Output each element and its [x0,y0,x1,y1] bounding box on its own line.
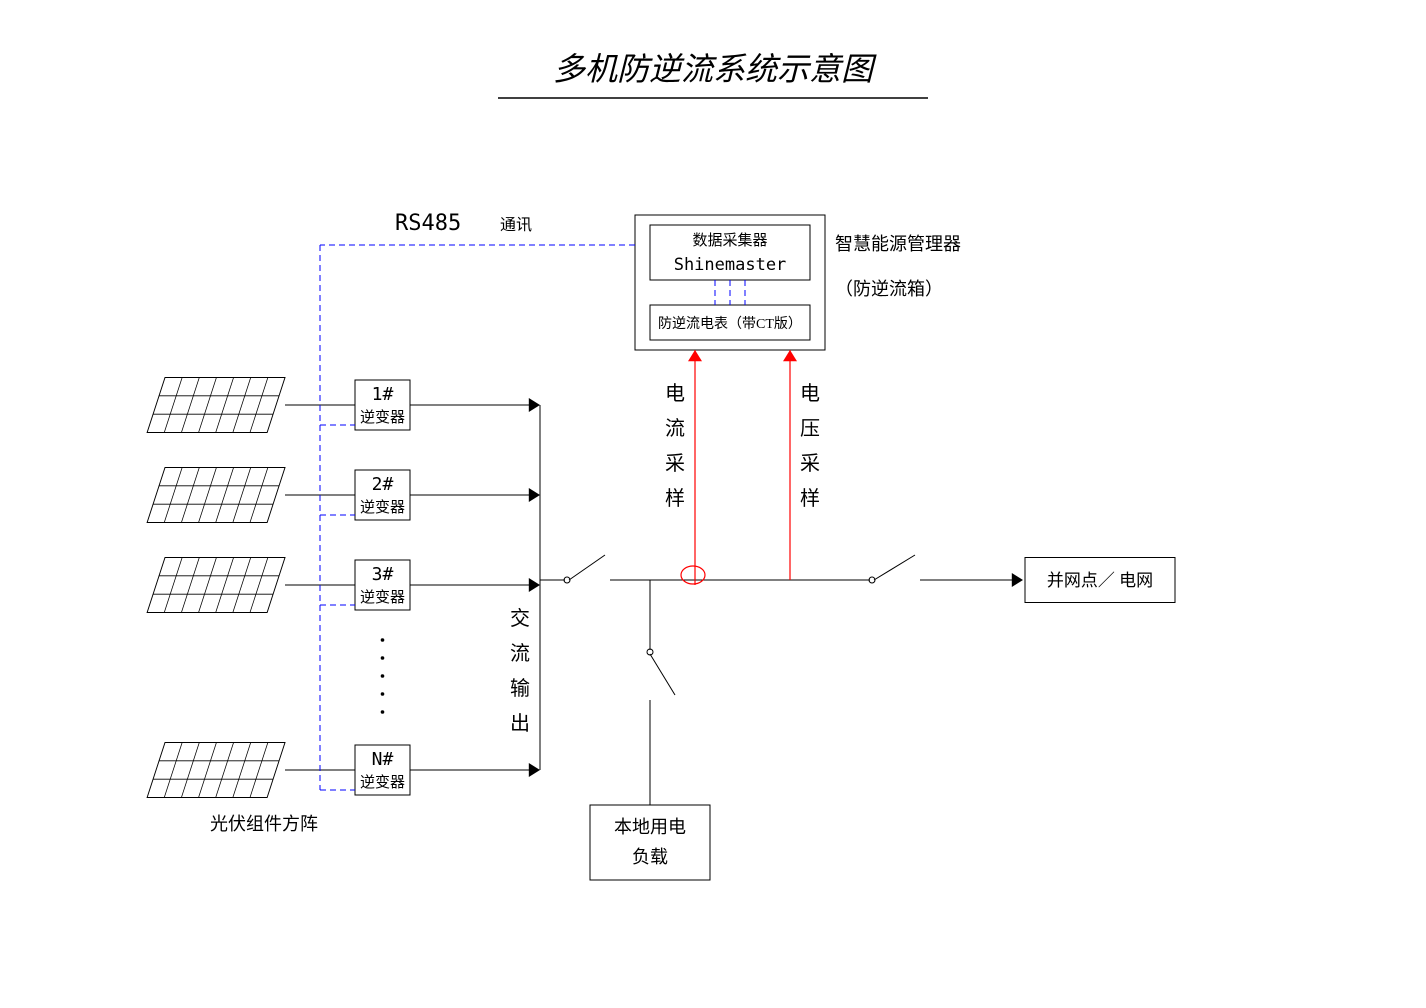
inverter-label: 逆变器 [360,589,405,606]
inverter-num: 3# [372,564,394,585]
ellipsis-dot [381,674,385,678]
shinemaster-label: Shinemaster [674,255,787,275]
ac-output-char: 交 [510,607,530,630]
voltage-sample-char: 样 [800,487,820,510]
ellipsis-dot [381,656,385,660]
voltage-sample-char: 电 [800,382,820,405]
pv-panel [147,468,285,523]
ellipsis-dot [381,692,385,696]
voltage-sample-char: 采 [800,452,820,475]
rs485-label-part2: 通讯 [500,216,532,234]
inverter-num: 1# [372,384,394,405]
rs485-label-part1: RS485 [395,211,461,236]
switch2-arm [874,555,915,580]
current-sample-char: 流 [665,417,685,440]
manager-side-label-1: 智慧能源管理器 [835,234,961,254]
pv-panel [147,378,285,433]
inverter-label: 逆变器 [360,774,405,791]
current-sample-char: 电 [665,382,685,405]
ellipsis-dot [381,638,385,642]
pv-panel [147,558,285,613]
inverter-num: N# [372,749,394,770]
inverter-label: 逆变器 [360,499,405,516]
switch3-arm [650,654,675,695]
current-sample-char: 样 [665,487,685,510]
grid-label: 并网点／ 电网 [1047,571,1153,590]
pv-panel [147,743,285,798]
voltage-sample-char: 压 [800,418,820,440]
load-label-1: 本地用电 [614,817,686,837]
manager-side-label-2: （防逆流箱） [835,279,943,299]
meter-label: 防逆流电表（带CT版） [658,316,802,332]
pv-array-label: 光伏组件方阵 [210,814,318,834]
current-sample-char: 采 [665,452,685,475]
ellipsis-dot [381,710,385,714]
inverter-num: 2# [372,474,394,495]
ac-output-char: 输 [510,677,530,700]
switch1-arm [569,555,605,580]
data-collector-label: 数据采集器 [692,232,767,249]
page-title: 多机防逆流系统示意图 [553,51,877,87]
ac-output-char: 出 [510,712,530,735]
ct-ellipse [681,566,705,584]
load-label-2: 负载 [632,847,668,867]
ac-output-char: 流 [510,642,530,665]
inverter-label: 逆变器 [360,409,405,426]
